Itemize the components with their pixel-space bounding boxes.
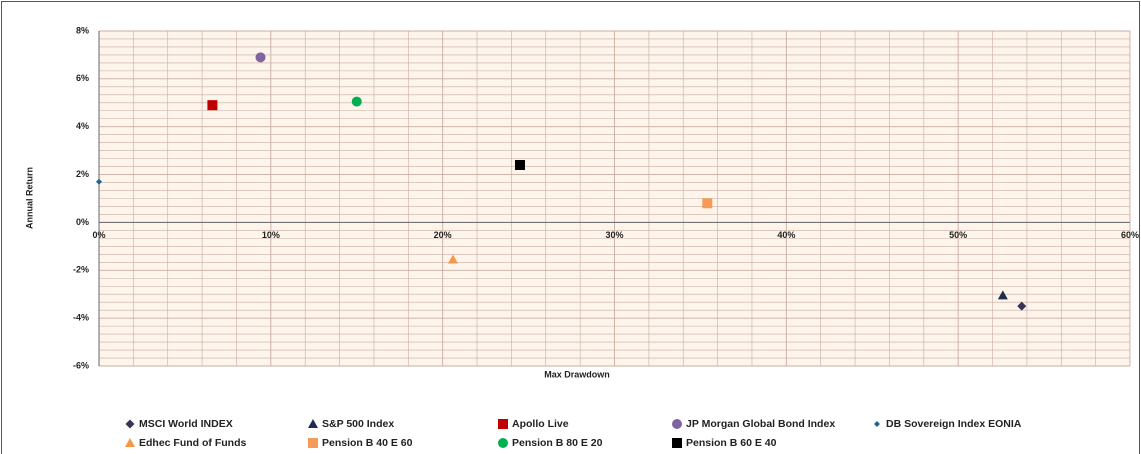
legend-marker	[125, 438, 135, 447]
y-tick-label: 8%	[76, 25, 89, 35]
legend-label: Edhec Fund of Funds	[139, 437, 246, 449]
y-tick-label: 0%	[76, 217, 89, 227]
x-tick-label: 30%	[605, 230, 623, 240]
legend-label: Pension B 60 E 40	[686, 437, 777, 449]
y-tick-label: 2%	[76, 169, 89, 179]
point	[1017, 301, 1027, 311]
point	[96, 178, 102, 185]
y-tick-label: 6%	[76, 73, 89, 83]
point	[997, 290, 1008, 300]
legend-label: JP Morgan Global Bond Index	[686, 418, 835, 430]
legend-marker	[125, 419, 135, 429]
y-tick-label: -2%	[73, 265, 89, 275]
legend-marker	[308, 438, 318, 448]
legend-label: DB Sovereign Index EONIA	[886, 418, 1022, 430]
x-tick-label: 10%	[262, 230, 280, 240]
x-tick-label: 60%	[1121, 230, 1139, 240]
legend-marker	[498, 419, 508, 429]
legend-label: MSCI World INDEX	[139, 418, 233, 430]
point	[255, 52, 266, 63]
point	[702, 198, 713, 209]
y-tick-label: -4%	[73, 313, 89, 323]
point	[207, 100, 218, 111]
point	[447, 254, 458, 264]
x-axis-title: Max Drawdown	[544, 369, 610, 379]
point	[351, 96, 362, 107]
x-tick-label: 20%	[434, 230, 452, 240]
legend-label: Pension B 80 E 20	[512, 437, 603, 449]
y-tick-label: -6%	[73, 360, 89, 370]
legend-label: Pension B 40 E 60	[322, 437, 413, 449]
legend-label: S&P 500 Index	[322, 418, 394, 430]
legend-label: Apollo Live	[512, 418, 569, 430]
y-axis-title: Annual Return	[24, 167, 34, 229]
y-tick-label: 4%	[76, 121, 89, 131]
legend-marker	[498, 438, 508, 448]
legend-marker	[308, 419, 318, 428]
x-tick-label: 50%	[949, 230, 967, 240]
x-tick-label: 40%	[777, 230, 795, 240]
point	[514, 160, 525, 170]
legend-marker	[874, 421, 880, 427]
legend-marker	[672, 438, 682, 448]
legend-marker	[672, 419, 682, 429]
